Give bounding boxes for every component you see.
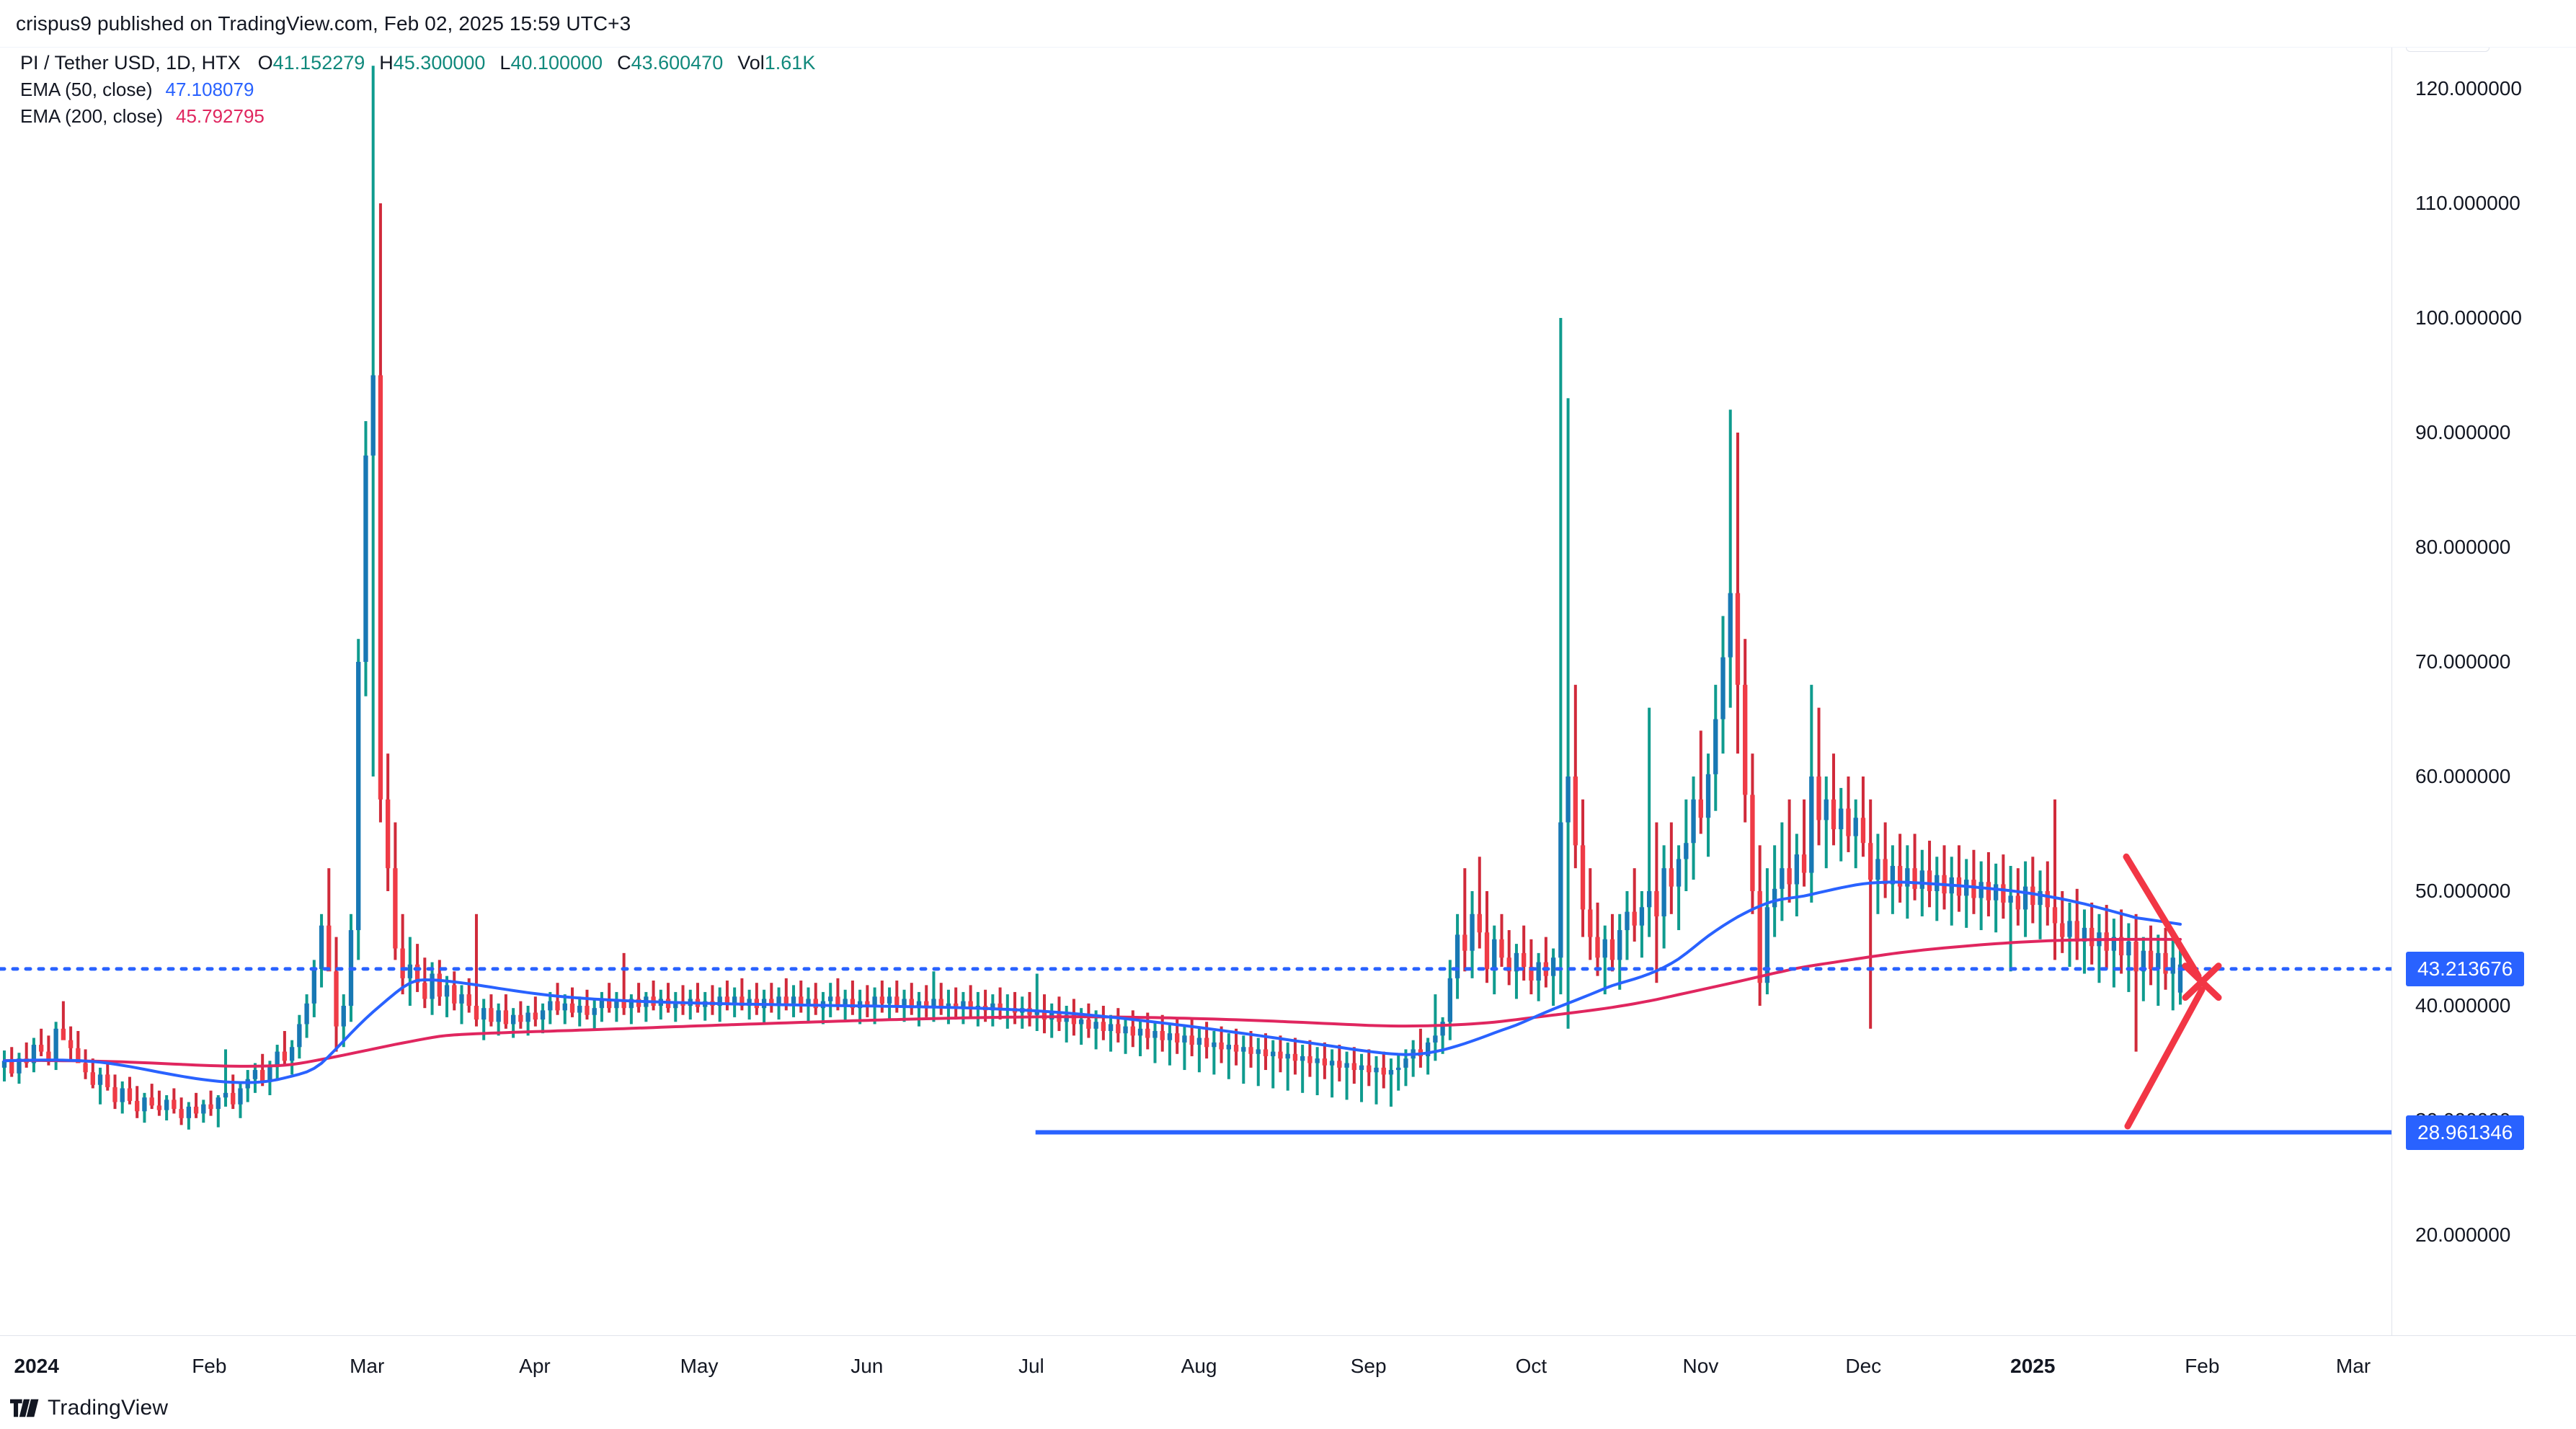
time-axis[interactable]: 2024 Feb Mar Apr May Jun Jul Aug Sep Oct Nov Dec 202… (0, 1335, 2576, 1392)
ema200-value: 45.792795 (175, 105, 265, 127)
ohlc-high-value: 45.300000 (393, 52, 486, 74)
wedge-lower-trendline[interactable] (2124, 986, 2206, 1130)
drawing-overlays[interactable] (0, 853, 2391, 1135)
price-tick-120: 120.000000 (2415, 77, 2522, 99)
time-tick-2025: 2025 (2010, 1355, 2056, 1377)
ohlc-close-key: C (617, 52, 631, 74)
wedge-upper-trendline[interactable] (2123, 853, 2202, 980)
time-tick-nov: Nov (1682, 1355, 1719, 1377)
price-tick-70: 70.000000 (2415, 650, 2511, 673)
tradingview-wordmark: TradingView (48, 1396, 169, 1420)
price-tick-80: 80.000000 (2415, 536, 2511, 558)
chart-plot-area[interactable] (0, 48, 2391, 1335)
legend-ema200-row[interactable]: EMA (200, close) 45.792795 (20, 105, 830, 132)
ohlc-open-key: O (257, 52, 273, 74)
time-tick-apr: Apr (519, 1355, 551, 1377)
attribution-text: crispus9 published on TradingView.com, F… (16, 12, 631, 35)
candlestick-svg (0, 66, 2391, 1135)
legend-ema50-row[interactable]: EMA (50, close) 47.108079 (20, 79, 830, 105)
ohlc-low-value: 40.100000 (510, 52, 603, 74)
price-tick-40: 40.000000 (2415, 994, 2511, 1017)
chart-legend: PI / Tether USD, 1D, HTX O41.152279 H45.… (20, 52, 830, 132)
time-tick-may: May (680, 1355, 719, 1377)
legend-main-row: PI / Tether USD, 1D, HTX O41.152279 H45.… (20, 52, 830, 79)
price-axis[interactable]: USDT 120.000000110.000000100.00000090.00… (2391, 17, 2576, 1335)
ema50-line (3, 880, 2182, 1084)
ohlc-open: O41.152279 (258, 52, 365, 74)
price-tick-60: 60.000000 (2415, 765, 2511, 787)
attribution-bar: crispus9 published on TradingView.com, F… (0, 0, 2576, 48)
ema50-label: EMA (50, close) (20, 79, 153, 100)
time-tick-mar: Mar (350, 1355, 385, 1377)
ohlc-close-value: 43.600470 (631, 52, 724, 74)
ohlc-high-key: H (379, 52, 394, 74)
time-tick-oct: Oct (1515, 1355, 1547, 1377)
ema50-value: 47.108079 (165, 79, 254, 100)
time-tick-mar: Mar (2335, 1355, 2371, 1377)
price-tick-90: 90.000000 (2415, 421, 2511, 443)
tradingview-logo-icon (10, 1399, 39, 1417)
time-tick-sep: Sep (1350, 1355, 1387, 1377)
ohlc-open-value: 41.152279 (272, 52, 365, 74)
ohlc-high: H45.300000 (379, 52, 485, 74)
time-tick-jul: Jul (1018, 1355, 1044, 1377)
ohlc-volume: Vol1.61K (737, 52, 815, 74)
ohlc-close: C43.600470 (617, 52, 723, 74)
price-tick-110: 110.000000 (2415, 192, 2521, 214)
tradingview-watermark: TradingView (10, 1396, 168, 1420)
ema200-line (3, 937, 2182, 1068)
ohlc-volume-value: 1.61K (764, 52, 816, 74)
breakout-cross-mark-b (2182, 963, 2222, 1001)
ohlc-low: L40.100000 (499, 52, 603, 74)
time-tick-2024: 2024 (14, 1355, 59, 1377)
time-tick-dec: Dec (1845, 1355, 1882, 1377)
last-price-badge[interactable]: 43.213676 (2406, 951, 2525, 986)
ohlc-low-key: L (499, 52, 511, 74)
time-tick-jun: Jun (850, 1355, 884, 1377)
time-tick-feb: Feb (2185, 1355, 2220, 1377)
price-tick-20: 20.000000 (2415, 1224, 2511, 1246)
price-tick-100: 100.000000 (2415, 306, 2522, 329)
ohlc-volume-key: Vol (737, 52, 765, 74)
time-tick-feb: Feb (192, 1355, 227, 1377)
time-tick-aug: Aug (1181, 1355, 1217, 1377)
price-tick-50: 50.000000 (2415, 880, 2511, 902)
ema200-label: EMA (200, close) (20, 105, 163, 127)
support-line-badge[interactable]: 28.961346 (2406, 1115, 2525, 1150)
symbol-title[interactable]: PI / Tether USD, 1D, HTX (20, 52, 241, 74)
